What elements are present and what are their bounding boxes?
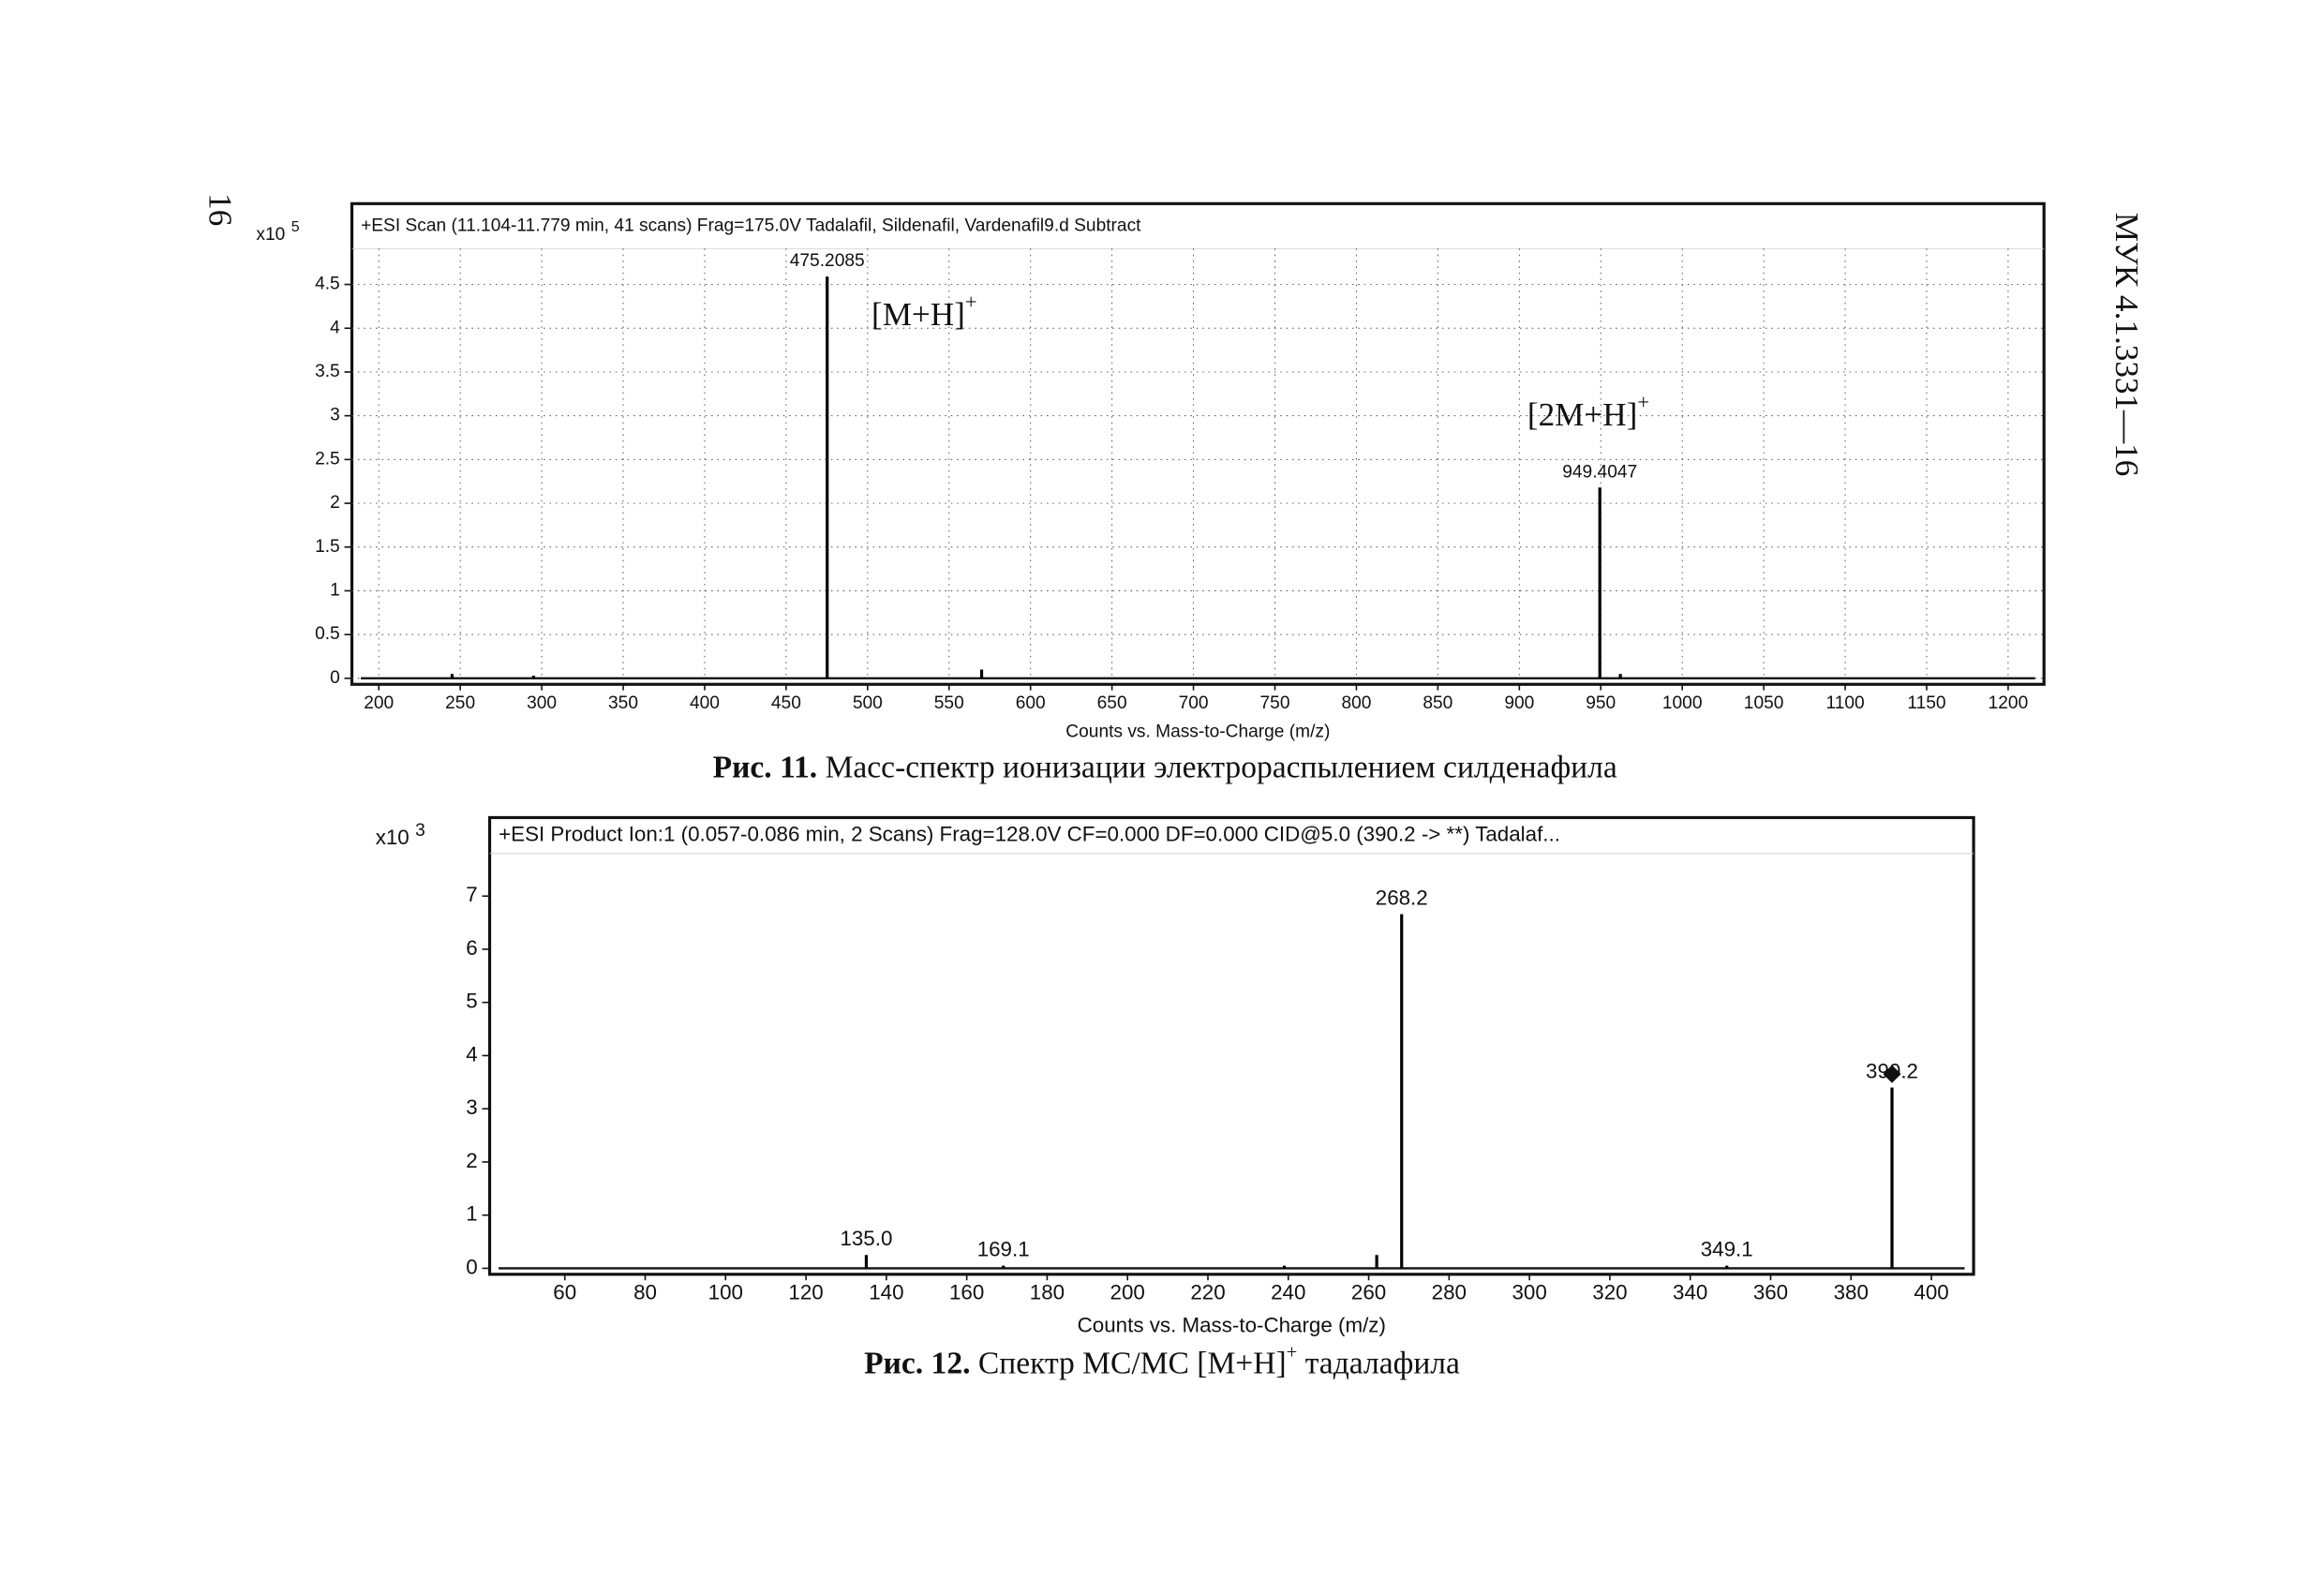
- y-tick-label: 3: [330, 406, 340, 425]
- caption: Рис. 12. Спектр МС/МС [M+H]+ тадалафила: [864, 1333, 1460, 1380]
- y-tick-label: 2.5: [315, 449, 340, 469]
- x-tick-label: 140: [869, 1281, 903, 1304]
- x-tick-label: 300: [527, 693, 557, 713]
- x-tick-label: 380: [1834, 1281, 1869, 1304]
- y-tick-label: 0.5: [315, 624, 340, 644]
- caption-label: Рис. 12.: [864, 1346, 970, 1380]
- y-tick-label: 2: [466, 1149, 477, 1172]
- y-tick-label: 3: [466, 1095, 477, 1119]
- x-tick-label: 100: [708, 1281, 743, 1304]
- x-tick-label: 450: [771, 693, 801, 713]
- x-axis-label: Counts vs. Mass-to-Charge (m/z): [1065, 722, 1330, 741]
- x-tick-label: 160: [949, 1281, 984, 1304]
- x-tick-label: 850: [1423, 693, 1452, 713]
- y-tick-label: 4.5: [315, 275, 340, 294]
- annotation: [2M+H]+: [1527, 391, 1649, 433]
- x-tick-label: 60: [553, 1281, 576, 1304]
- x-tick-label: 950: [1586, 693, 1616, 713]
- peak-label: 475.2085: [790, 251, 865, 271]
- y-tick-label: 6: [466, 936, 477, 960]
- y-tick-label: 7: [466, 883, 477, 906]
- annotation: [M+H]+: [872, 290, 976, 333]
- y-tick-label: 0: [466, 1255, 477, 1278]
- y-tick-label: 1: [466, 1202, 477, 1226]
- y-tick-label: 4: [466, 1042, 477, 1065]
- document-code: МУК 4.1.3331—16: [2108, 213, 2145, 477]
- caption-label: Рис. 11.: [713, 750, 818, 784]
- caption-text: тадалафила: [1305, 1346, 1460, 1380]
- x-tick-label: 240: [1271, 1281, 1305, 1304]
- plot-frame: [487, 815, 1975, 1276]
- chart-title: +ESI Product Ion:1 (0.057-0.086 min, 2 S…: [499, 823, 1560, 846]
- annotation-sup: +: [1637, 391, 1649, 414]
- x-tick-label: 280: [1432, 1281, 1467, 1304]
- peak-label: 349.1: [1701, 1238, 1753, 1261]
- y-multiplier: x10 5: [256, 219, 299, 245]
- x-tick-label: 1150: [1907, 693, 1945, 713]
- y-multiplier-base: x10: [376, 826, 410, 849]
- x-tick-label: 340: [1673, 1281, 1707, 1304]
- x-tick-label: 180: [1030, 1281, 1065, 1304]
- y-multiplier-base: x10: [256, 225, 285, 245]
- y-tick-label: 3.5: [315, 362, 340, 381]
- y-tick-label: 1.5: [315, 537, 340, 557]
- x-tick-label: 300: [1512, 1281, 1546, 1304]
- caption-text: Спектр МС/МС [M+H]: [978, 1346, 1287, 1380]
- y-tick-label: 1: [330, 581, 340, 601]
- y-multiplier-exp: 5: [291, 219, 300, 235]
- plot-frame: [350, 201, 2046, 686]
- caption: Рис. 11. Масс-спектр ионизации электрора…: [713, 750, 1617, 784]
- x-tick-label: 400: [1914, 1281, 1948, 1304]
- x-tick-label: 200: [1110, 1281, 1145, 1304]
- y-multiplier: x10 3: [376, 821, 425, 849]
- annotation-sup: +: [965, 290, 977, 314]
- y-tick-label: 0: [330, 668, 340, 688]
- x-tick-label: 360: [1753, 1281, 1788, 1304]
- x-tick-label: 1200: [1989, 693, 2029, 713]
- x-tick-label: 120: [788, 1281, 823, 1304]
- x-tick-label: 550: [934, 693, 964, 713]
- x-tick-label: 400: [690, 693, 720, 713]
- y-tick-label: 4: [330, 318, 340, 337]
- x-tick-label: 260: [1351, 1281, 1386, 1304]
- x-tick-label: 1100: [1825, 693, 1864, 713]
- peak-label: 169.1: [977, 1238, 1030, 1261]
- x-tick-label: 650: [1097, 693, 1127, 713]
- x-tick-label: 900: [1504, 693, 1534, 713]
- x-tick-label: 200: [364, 693, 394, 713]
- annotation-text: [2M+H]: [1527, 396, 1637, 433]
- x-tick-label: 350: [608, 693, 638, 713]
- x-tick-label: 750: [1260, 693, 1290, 713]
- page-number: 16: [202, 193, 239, 226]
- x-tick-label: 1000: [1662, 693, 1703, 713]
- caption-sup: +: [1287, 1341, 1298, 1363]
- peak-label: 949.4047: [1562, 462, 1637, 482]
- x-tick-label: 80: [633, 1281, 657, 1304]
- x-tick-label: 1050: [1744, 693, 1784, 713]
- chart-title: +ESI Scan (11.104-11.779 min, 41 scans) …: [361, 216, 1141, 235]
- precursor-marker: [1883, 1065, 1901, 1083]
- y-tick-label: 5: [466, 990, 477, 1013]
- x-tick-label: 800: [1341, 693, 1371, 713]
- x-tick-label: 320: [1592, 1281, 1627, 1304]
- x-axis-label: Counts vs. Mass-to-Charge (m/z): [1078, 1314, 1386, 1337]
- x-tick-label: 220: [1190, 1281, 1225, 1304]
- annotation-text: [M+H]: [872, 296, 965, 333]
- peak-label: 268.2: [1376, 886, 1428, 909]
- caption-text: Масс-спектр ионизации электрораспылением…: [826, 750, 1617, 784]
- x-tick-label: 250: [445, 693, 475, 713]
- x-tick-label: 500: [853, 693, 883, 713]
- peak-label: 135.0: [840, 1227, 892, 1250]
- y-tick-label: 2: [330, 493, 340, 513]
- y-multiplier-exp: 3: [415, 821, 425, 841]
- x-tick-label: 600: [1016, 693, 1046, 713]
- x-tick-label: 700: [1179, 693, 1209, 713]
